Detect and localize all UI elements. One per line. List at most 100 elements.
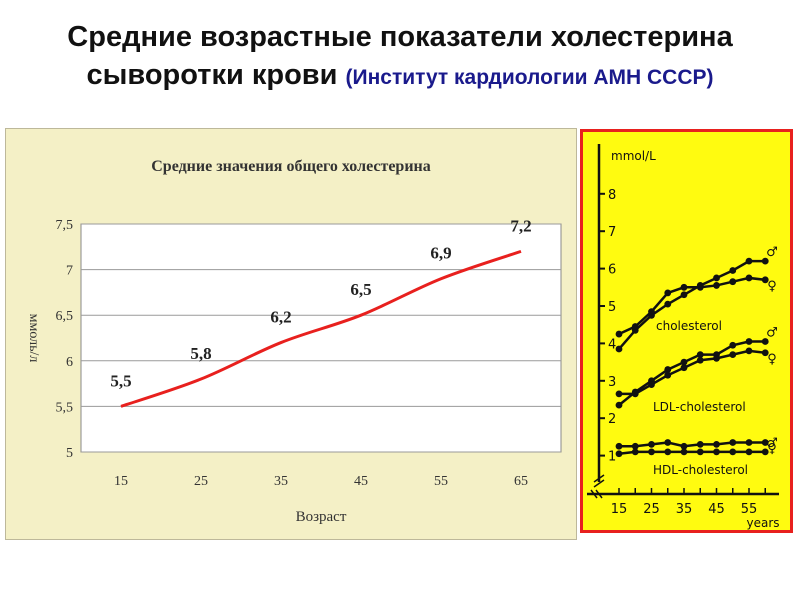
data-point bbox=[761, 448, 769, 456]
data-point bbox=[680, 283, 688, 291]
plot-area bbox=[80, 223, 562, 453]
data-point bbox=[680, 442, 688, 450]
x-tick-label: 15 bbox=[114, 474, 128, 489]
sex-symbol: ♂ bbox=[766, 326, 778, 341]
y-tick-label: 4 bbox=[608, 337, 616, 352]
data-label: 6,5 bbox=[350, 280, 371, 299]
data-point bbox=[664, 289, 672, 297]
data-point bbox=[713, 354, 720, 362]
data-point bbox=[745, 347, 753, 355]
x-tick-label: 35 bbox=[676, 502, 693, 517]
series-line bbox=[618, 259, 766, 350]
data-point bbox=[696, 448, 704, 456]
data-point bbox=[745, 448, 753, 456]
x-axis-label: years bbox=[746, 516, 779, 530]
x-tick-label: 35 bbox=[274, 474, 288, 489]
data-point bbox=[729, 351, 737, 359]
data-point bbox=[729, 267, 737, 274]
x-axis-label: Возраст bbox=[296, 509, 347, 525]
data-point bbox=[761, 439, 769, 446]
y-tick-label: 6,5 bbox=[56, 309, 74, 324]
series-line bbox=[120, 249, 522, 408]
axis-break bbox=[590, 489, 598, 499]
y-tick-label: 8 bbox=[608, 188, 616, 203]
data-point bbox=[696, 283, 704, 291]
data-point bbox=[648, 440, 655, 448]
y-tick-label: 2 bbox=[608, 412, 616, 427]
data-point bbox=[615, 401, 623, 409]
x-tick-label: 55 bbox=[741, 502, 758, 517]
x-tick-label: 45 bbox=[354, 474, 368, 489]
x-tick-label: 25 bbox=[643, 502, 660, 517]
data-label: 7,2 bbox=[510, 216, 531, 235]
data-point bbox=[745, 274, 753, 282]
y-tick-label: 6 bbox=[608, 263, 616, 278]
total-cholesterol-svg: 5 5,5 6 6,5 7 7,5 15 25 35 45 55 65 Средние значения… bbox=[26, 158, 562, 525]
data-point bbox=[761, 257, 769, 265]
data-point bbox=[615, 390, 623, 398]
y-tick-label: 7 bbox=[608, 225, 616, 240]
sex-symbol: ♀ bbox=[767, 352, 777, 367]
series-line bbox=[618, 450, 766, 455]
data-point bbox=[713, 448, 720, 456]
slide-title-source: (Институт кардиологии АМН СССР) bbox=[345, 66, 714, 89]
x-tick-label: 25 bbox=[194, 474, 208, 489]
data-point bbox=[648, 308, 655, 316]
data-point bbox=[664, 371, 672, 379]
data-label: 6,2 bbox=[270, 308, 291, 327]
data-point bbox=[713, 282, 720, 289]
y-tick-label: 3 bbox=[608, 375, 616, 390]
data-label: 5,8 bbox=[190, 344, 211, 363]
series-annotation: HDL-cholesterol bbox=[653, 463, 748, 477]
data-point bbox=[680, 291, 688, 299]
y-tick-label: 1 bbox=[608, 450, 616, 465]
data-point bbox=[696, 356, 704, 364]
data-point bbox=[761, 338, 769, 345]
series-line bbox=[619, 441, 766, 448]
total-cholesterol-chart: 5 5,5 6 6,5 7 7,5 15 25 35 45 55 65 Средние значения… bbox=[5, 128, 577, 540]
y-axis-label: mmol/L bbox=[611, 149, 656, 163]
data-point bbox=[680, 358, 688, 366]
data-point bbox=[761, 276, 769, 284]
data-point bbox=[664, 300, 672, 308]
sex-symbol: ♂ bbox=[766, 245, 778, 260]
series-line bbox=[618, 340, 766, 407]
data-point bbox=[713, 274, 720, 282]
data-point bbox=[680, 364, 688, 372]
slide-title-line1: Средние возрастные показатели холестерин… bbox=[67, 21, 733, 53]
data-point bbox=[745, 338, 753, 345]
axis-break bbox=[593, 479, 605, 488]
y-tick-label: 7 bbox=[66, 264, 73, 279]
sex-symbol: ♀ bbox=[767, 442, 777, 457]
axis-break bbox=[595, 489, 603, 499]
data-point bbox=[745, 257, 753, 265]
data-point bbox=[696, 440, 704, 448]
data-point bbox=[631, 390, 639, 398]
x-tick-label: 65 bbox=[514, 474, 528, 489]
data-point bbox=[615, 450, 623, 458]
sex-symbol: ♀ bbox=[767, 279, 777, 294]
data-point bbox=[631, 448, 639, 456]
data-point bbox=[729, 341, 737, 349]
data-point bbox=[615, 345, 623, 353]
y-tick-label: 6 bbox=[66, 355, 73, 370]
lipid-fractions-chart: mmol/L 1 2 3 4 5 6 7 8 15 25 35 45 55 years cholesterol… bbox=[580, 129, 793, 533]
slide-title-line2: сыворотки крови (Институт кардиологии АМ… bbox=[0, 56, 800, 97]
y-axis-label: ммоль/л bbox=[26, 314, 41, 363]
data-point bbox=[729, 448, 737, 456]
data-point bbox=[664, 439, 672, 446]
data-point bbox=[631, 442, 639, 450]
data-label: 6,9 bbox=[430, 244, 451, 263]
data-point bbox=[680, 448, 688, 456]
data-point bbox=[745, 439, 753, 446]
data-point bbox=[648, 448, 655, 456]
data-point bbox=[631, 323, 639, 330]
axis-break bbox=[593, 474, 605, 483]
series-line bbox=[618, 276, 766, 336]
data-point bbox=[729, 439, 737, 446]
slide-title: Средние возрастные показатели холестерин… bbox=[0, 18, 800, 97]
data-point bbox=[696, 351, 704, 359]
data-point bbox=[615, 442, 623, 450]
sex-symbol: ♂ bbox=[766, 436, 778, 451]
